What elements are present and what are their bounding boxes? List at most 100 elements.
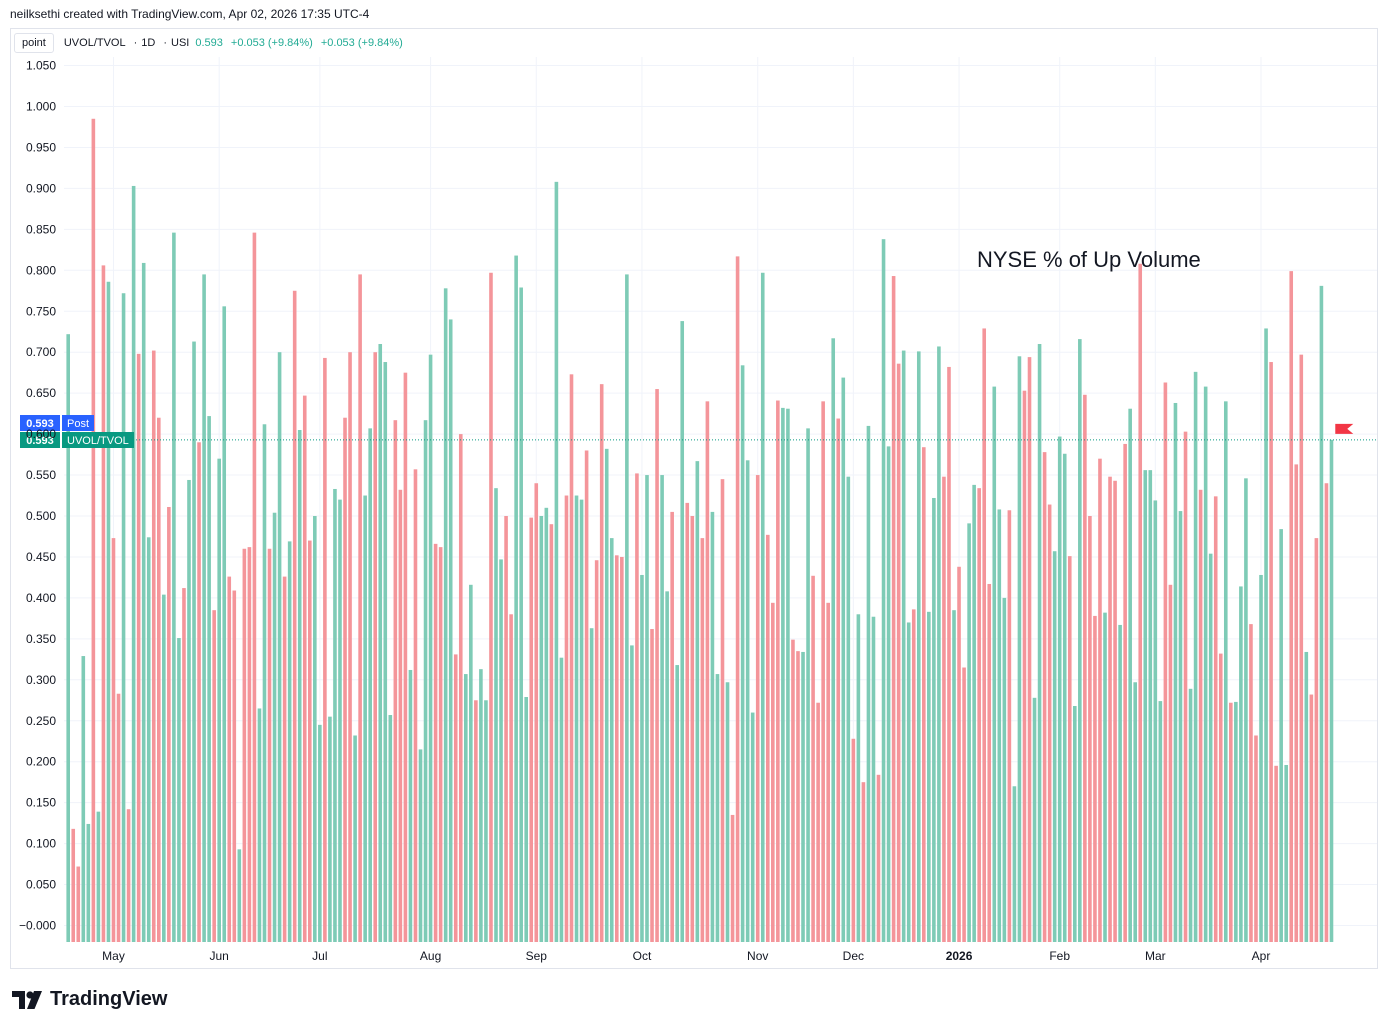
data-bar (735, 256, 740, 942)
data-bar (1012, 786, 1017, 942)
x-tick-label: Feb (1049, 949, 1070, 963)
data-bar (292, 290, 297, 942)
data-bar (1254, 735, 1258, 942)
data-bar (740, 365, 745, 943)
data-bar (901, 350, 906, 942)
data-bar (358, 274, 362, 942)
chart-annotation[interactable]: NYSE % of Up Volume (977, 247, 1201, 272)
data-bar (1042, 452, 1047, 942)
data-bar (151, 350, 156, 942)
data-bar (182, 588, 186, 942)
legend-symbol[interactable]: UVOL/TVOL (63, 37, 126, 49)
data-bar (227, 576, 232, 942)
series-price-label-value-box (20, 432, 60, 448)
data-bar (675, 665, 679, 942)
data-bar (393, 420, 398, 942)
post-price-label-tag-box (62, 415, 94, 431)
y-tick-label: 1.050 (26, 59, 56, 73)
data-bar (781, 407, 785, 943)
data-bar (584, 450, 589, 942)
data-bar (599, 384, 604, 942)
data-bar (1088, 516, 1092, 942)
data-bar (640, 574, 644, 942)
data-bar (529, 517, 534, 942)
data-bar (121, 293, 126, 942)
data-bar (1183, 431, 1188, 942)
series-price-label-tag-box (62, 432, 134, 448)
data-bar (1078, 339, 1082, 942)
data-bar (886, 446, 891, 942)
x-tick-label: Aug (420, 949, 441, 963)
x-tick-label: 2026 (946, 949, 973, 963)
data-bar (1158, 701, 1163, 942)
data-bar (720, 479, 725, 942)
data-bar (313, 516, 317, 942)
data-bar (177, 638, 181, 942)
data-bar (141, 262, 146, 943)
data-bar (1193, 371, 1198, 943)
data-bar (328, 716, 332, 942)
x-tick-label: Jun (210, 949, 229, 963)
data-bar (685, 502, 690, 942)
attribution-text: neilksethi created with TradingView.com,… (10, 7, 370, 21)
x-tick-label: Mar (1145, 949, 1166, 963)
data-bar (549, 524, 554, 942)
data-bar (479, 669, 483, 942)
data-bar (997, 509, 1002, 942)
data-bar (715, 674, 720, 942)
data-bar (609, 538, 614, 942)
y-tick-label: 0.100 (26, 837, 56, 851)
data-bar (464, 674, 468, 942)
data-bar (323, 357, 327, 943)
y-tick-label: 0.900 (26, 181, 56, 195)
data-bar (333, 488, 337, 942)
data-bar (796, 651, 800, 942)
data-bar (866, 425, 871, 942)
data-bar (448, 319, 453, 942)
data-bar (1163, 382, 1168, 942)
data-bar (1229, 702, 1233, 942)
data-bar (1269, 362, 1273, 942)
data-bar (801, 651, 805, 942)
series-price-label-value: 0.593 (26, 435, 54, 447)
data-bar (86, 823, 91, 942)
data-bar (831, 338, 836, 943)
data-bar (257, 708, 262, 942)
data-bar (635, 473, 639, 942)
data-bar (896, 363, 901, 942)
data-bar (162, 594, 166, 942)
data-bar (126, 809, 131, 942)
data-bar (750, 712, 755, 942)
data-bar (91, 118, 96, 942)
scale-mode-button[interactable]: point (14, 33, 54, 53)
y-tick-label: 0.400 (26, 591, 56, 605)
data-bar (403, 372, 408, 942)
tradingview-logo[interactable]: TradingView (12, 988, 167, 1011)
legend: point UVOL/TVOL · 1D · USI 0.593 +0.053 … (14, 32, 411, 54)
tradingview-logo-icon (12, 990, 42, 1009)
data-bar (131, 185, 136, 942)
data-bar (146, 537, 151, 942)
data-bar (836, 418, 841, 942)
data-bar (1168, 584, 1173, 942)
data-bar (368, 428, 372, 942)
data-bar (272, 512, 277, 942)
data-bar (881, 239, 886, 943)
data-bar (96, 811, 101, 942)
data-bar (554, 181, 559, 942)
data-bar (1153, 500, 1158, 942)
data-bar (765, 534, 770, 942)
data-bar (650, 629, 654, 942)
data-bar (972, 484, 976, 942)
data-bar (318, 724, 322, 942)
y-tick-label: 0.150 (26, 796, 56, 810)
data-bar (388, 715, 393, 942)
data-bar (438, 547, 443, 942)
data-bar (267, 548, 272, 942)
data-bar (418, 749, 423, 942)
data-bar (776, 400, 780, 942)
data-bar (207, 416, 211, 942)
y-tick-label: 0.950 (26, 140, 56, 154)
data-bar (1203, 386, 1208, 942)
